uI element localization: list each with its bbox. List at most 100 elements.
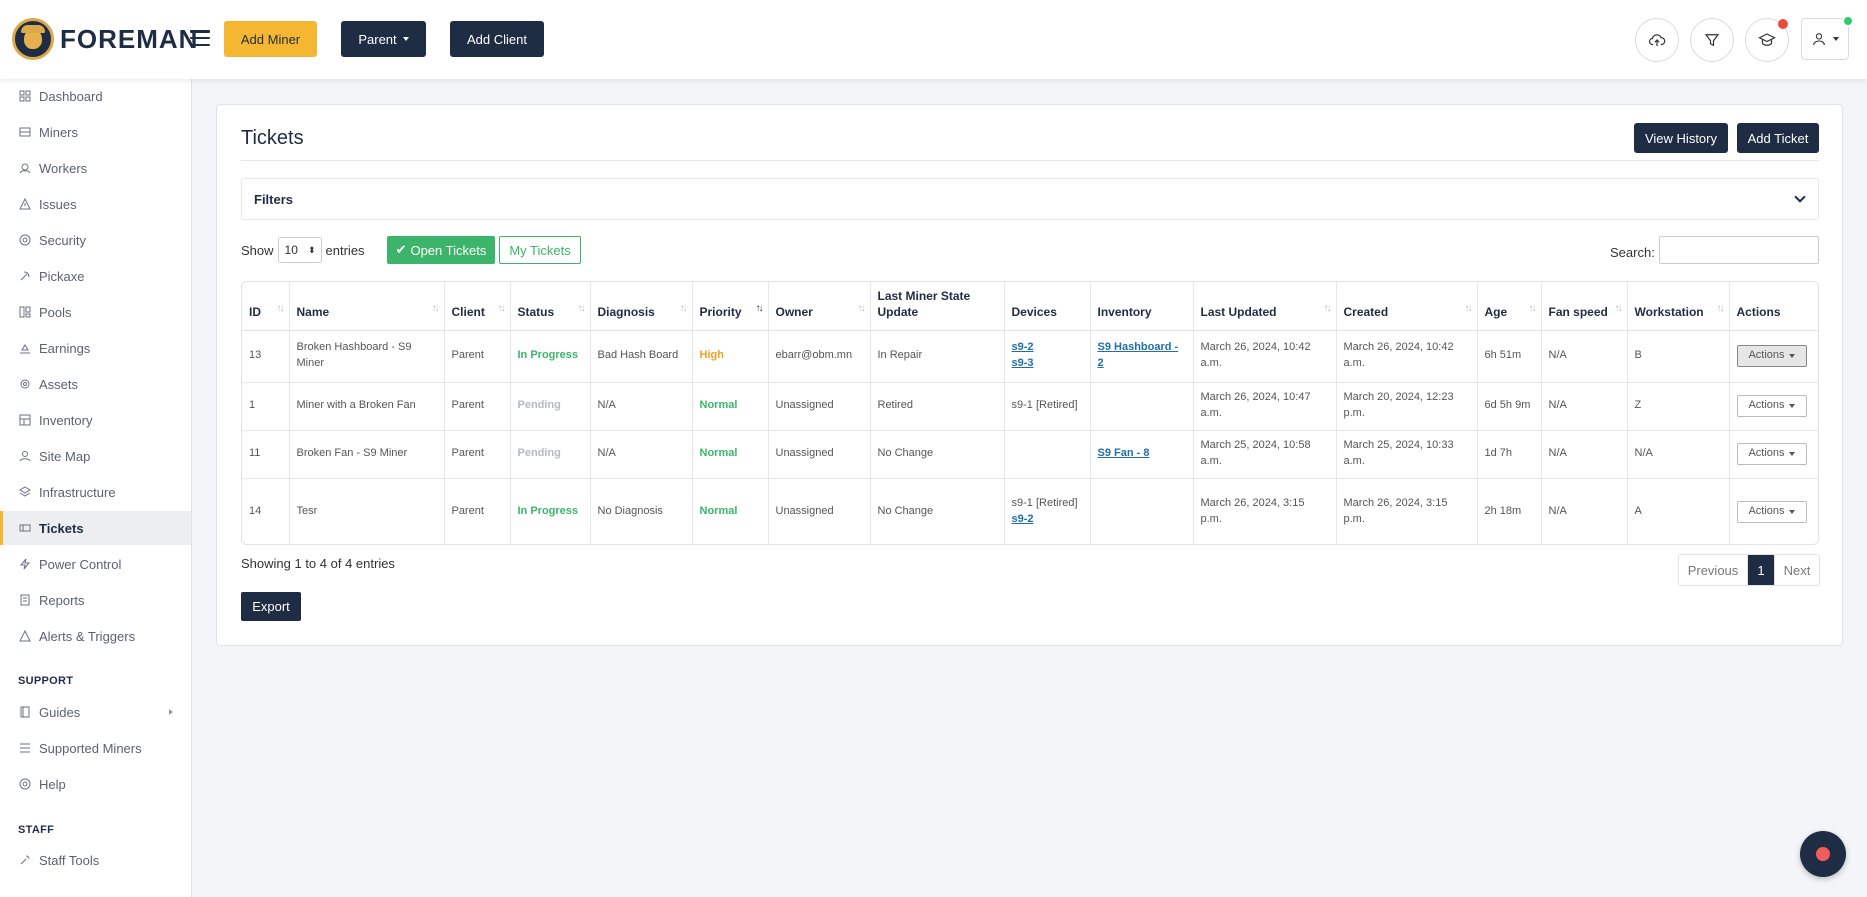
next-page-button[interactable]: Next — [1774, 555, 1819, 585]
caret-down-icon — [1788, 404, 1795, 408]
ticket-icon — [19, 522, 31, 534]
column-header-inventory[interactable]: Inventory — [1090, 282, 1194, 331]
actions-dropdown-button[interactable]: Actions — [1736, 345, 1807, 367]
sidebar-item-label: Power Control — [39, 556, 122, 572]
filter-button[interactable] — [1690, 18, 1734, 62]
actions-dropdown-button[interactable]: Actions — [1736, 500, 1807, 523]
sidebar-item-power-control[interactable]: Power Control — [0, 547, 191, 581]
priority-text: Normal — [699, 504, 738, 517]
column-header-label: Client — [451, 304, 485, 319]
foreman-logo-icon — [12, 18, 54, 60]
sidebar-item-label: Pools — [39, 304, 72, 320]
view-history-button[interactable]: View History — [1634, 123, 1728, 153]
column-header-age[interactable]: Age ↑↓ — [1477, 282, 1542, 331]
column-header-client[interactable]: Client ↑↓ — [444, 282, 511, 331]
inventory-link[interactable]: S9 Fan - 8 — [1097, 447, 1150, 460]
add-client-button[interactable]: Add Client — [450, 21, 544, 57]
sidebar-item-earnings[interactable]: Earnings — [0, 331, 191, 365]
sidebar-item-guides[interactable]: Guides — [0, 695, 191, 729]
column-header-devices[interactable]: Devices — [1004, 282, 1091, 331]
report-icon — [19, 594, 31, 606]
table-row[interactable]: 14 Tesr Parent In Progress No Diagnosis Norma… — [242, 478, 1818, 544]
column-header-label: Created — [1343, 304, 1389, 319]
entries-select[interactable]: 10 — [277, 237, 322, 263]
fan-speed-text: N/A — [1548, 399, 1567, 412]
open-tickets-button[interactable]: ✔ Open Tickets — [386, 236, 496, 264]
sidebar-item-infrastructure[interactable]: Infrastructure — [0, 475, 191, 509]
sidebar-item-alerts-triggers[interactable]: Alerts & Triggers — [0, 619, 191, 653]
column-header-label: Age — [1484, 304, 1508, 319]
table-row[interactable]: 1 Miner with a Broken Fan Parent Pending N/A… — [242, 382, 1818, 431]
created-text: March 20, 2024, 12:23 p.m. — [1343, 391, 1454, 419]
sidebar-item-help[interactable]: Help — [0, 767, 191, 801]
column-header-last-updated[interactable]: Last Updated ↑↓ — [1193, 282, 1337, 331]
column-header-id[interactable]: ID ↑↓ — [242, 282, 290, 331]
actions-dropdown-button[interactable]: Actions — [1736, 395, 1807, 417]
upload-button[interactable] — [1635, 18, 1679, 62]
sidebar-item-security[interactable]: Security — [0, 223, 191, 257]
column-header-fan-speed[interactable]: Fan speed ↑↓ — [1541, 282, 1628, 331]
page-1-button[interactable]: 1 — [1748, 555, 1774, 585]
page-title: Tickets — [241, 127, 304, 149]
add-ticket-button[interactable]: Add Ticket — [1737, 123, 1819, 153]
my-tickets-button[interactable]: My Tickets — [499, 236, 581, 264]
search-input[interactable] — [1659, 236, 1819, 264]
table-row[interactable]: 11 Broken Fan - S9 Miner Parent Pending N/A N… — [242, 430, 1818, 479]
sidebar-item-dashboard[interactable]: Dashboard — [0, 79, 191, 113]
chat-widget-button[interactable] — [1800, 831, 1846, 877]
sidebar-item-supported-miners[interactable]: Supported Miners — [0, 731, 191, 765]
column-header-priority[interactable]: Priority ↑↓ — [692, 282, 769, 331]
training-button[interactable] — [1745, 18, 1789, 62]
column-header-diagnosis[interactable]: Diagnosis ↑↓ — [590, 282, 693, 331]
column-header-status[interactable]: Status ↑↓ — [510, 282, 591, 331]
actions-label: Actions — [1748, 399, 1785, 412]
device-link[interactable]: s9-3 — [1011, 357, 1034, 369]
sidebar-item-tickets[interactable]: Tickets — [0, 511, 191, 545]
logo[interactable]: FOREMAN — [12, 18, 198, 60]
user-menu-button[interactable] — [1801, 15, 1854, 60]
menu-toggle-icon[interactable] — [190, 30, 210, 46]
column-header-owner[interactable]: Owner ↑↓ — [768, 282, 871, 331]
workstation-text: A — [1634, 504, 1642, 517]
entries-value: 10 — [284, 243, 298, 257]
actions-dropdown-button[interactable]: Actions — [1736, 443, 1807, 465]
table-controls: Show 10 entries ✔Open Tickets My Tickets — [241, 235, 581, 265]
previous-page-button[interactable]: Previous — [1679, 555, 1748, 585]
column-header-label: Inventory — [1097, 304, 1152, 319]
device-link[interactable]: s9-2 — [1011, 341, 1034, 354]
column-header-last-miner-state-update[interactable]: Last Miner State Update — [870, 282, 1005, 331]
sidebar-item-reports[interactable]: Reports — [0, 583, 191, 617]
add-miner-button[interactable]: Add Miner — [224, 21, 317, 57]
sidebar-item-label: Earnings — [39, 340, 91, 356]
miner-state-text: In Repair — [877, 349, 923, 362]
entries-label: entries — [325, 242, 365, 258]
column-header-created[interactable]: Created ↑↓ — [1336, 282, 1478, 331]
sidebar-item-miners[interactable]: Miners — [0, 115, 191, 149]
status-text: Pending — [517, 399, 561, 412]
filters-panel[interactable]: Filters — [241, 178, 1819, 220]
device-link[interactable]: s9-2 — [1011, 512, 1034, 525]
sidebar-item-pools[interactable]: Pools — [0, 295, 191, 329]
alert-icon — [19, 630, 31, 642]
column-header-workstation[interactable]: Workstation ↑↓ — [1627, 282, 1730, 331]
sidebar-item-assets[interactable]: Assets — [0, 367, 191, 401]
sidebar-item-workers[interactable]: Workers — [0, 151, 191, 185]
inventory-link[interactable]: S9 Hashboard - 2 — [1097, 341, 1179, 369]
column-header-label: Fan speed — [1548, 304, 1608, 319]
help-icon — [19, 778, 31, 790]
parent-dropdown[interactable]: Parent — [341, 21, 426, 57]
miner-state-text: No Change — [877, 447, 934, 460]
export-button[interactable]: Export — [241, 592, 301, 621]
sidebar-item-label: Site Map — [39, 448, 91, 464]
sidebar-item-label: Security — [39, 232, 86, 248]
search-label: Search: — [1610, 245, 1655, 260]
sidebar-item-site-map[interactable]: Site Map — [0, 439, 191, 473]
column-header-name[interactable]: Name ↑↓ — [289, 282, 445, 331]
table-row[interactable]: 13 Broken Hashboard - S9 Miner Parent In Pr… — [242, 330, 1818, 383]
sidebar-item-pickaxe[interactable]: Pickaxe — [0, 259, 191, 293]
sidebar-item-staff-tools[interactable]: Staff Tools — [0, 843, 191, 877]
sort-icon: ↑↓ — [679, 303, 688, 314]
sidebar-item-label: Alerts & Triggers — [39, 628, 136, 644]
sidebar-item-inventory[interactable]: Inventory — [0, 403, 191, 437]
sidebar-item-issues[interactable]: Issues — [0, 187, 191, 221]
